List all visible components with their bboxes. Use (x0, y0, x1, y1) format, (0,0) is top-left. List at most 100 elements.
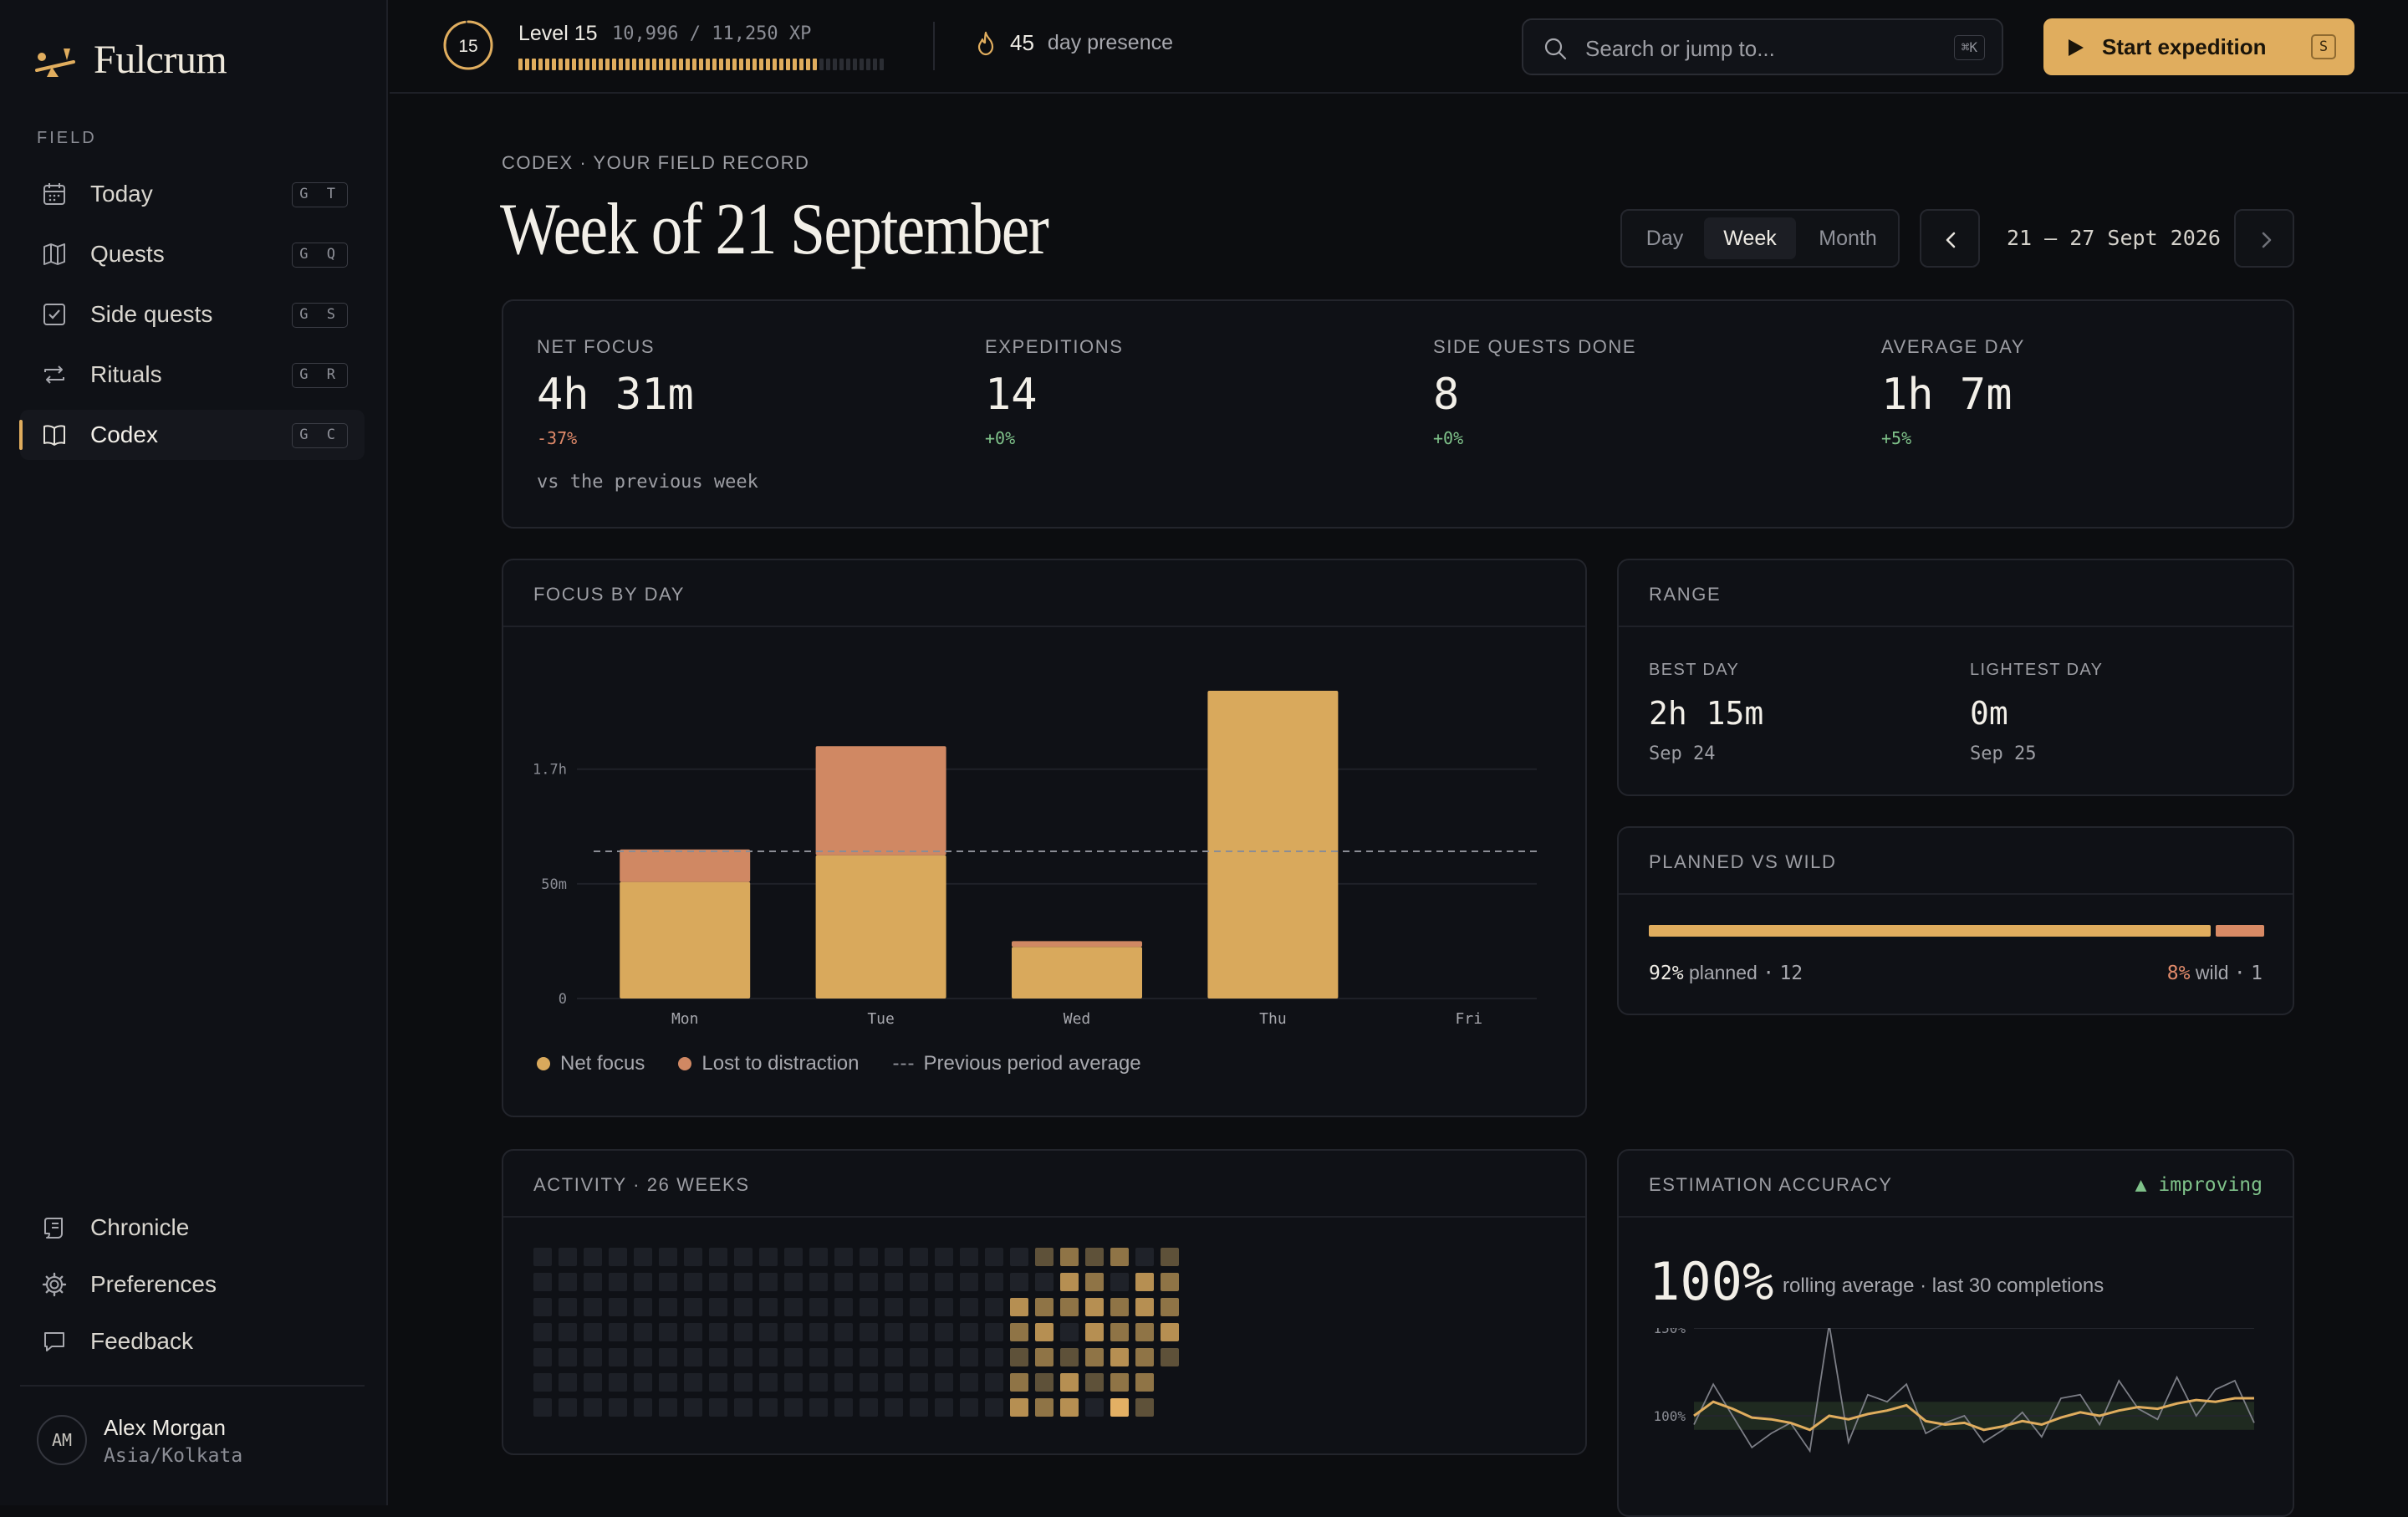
heatmap-cell (935, 1373, 953, 1392)
xp-segment (706, 59, 710, 70)
sidebar-item-feedback[interactable]: Feedback (20, 1318, 365, 1365)
xp-segment (806, 59, 810, 70)
sidebar-item-preferences[interactable]: Preferences (20, 1261, 365, 1308)
calendar-icon (43, 183, 65, 205)
heatmap-cell (584, 1398, 602, 1417)
sidebar-item-label: Codex (90, 421, 158, 447)
heatmap-cell (1161, 1323, 1179, 1341)
heatmap-cell (860, 1323, 878, 1341)
sidebar-item-chronicle[interactable]: Chronicle (20, 1204, 365, 1251)
xp-segment (666, 59, 670, 70)
xp-segment (786, 59, 790, 70)
sidebar-item-today[interactable]: Today G T (20, 169, 365, 219)
previous-period-button[interactable] (1920, 209, 1980, 268)
heatmap-cell (533, 1273, 552, 1291)
xp-segment (559, 59, 563, 70)
heatmap-cell (1110, 1398, 1129, 1417)
heatmap-cell (809, 1248, 828, 1266)
best-day-value: 2h 15m (1649, 695, 1764, 732)
heatmap-cell (559, 1373, 577, 1392)
xp-segment (565, 59, 569, 70)
flame-icon (977, 31, 994, 55)
heatmap-cell (709, 1248, 727, 1266)
xp-segment (619, 59, 623, 70)
heatmap-cell (935, 1398, 953, 1417)
xp-segment (799, 59, 804, 70)
start-expedition-button[interactable]: Start expedition S (2043, 18, 2354, 75)
user-name: Alex Morgan (104, 1415, 226, 1440)
heatmap-cell (734, 1373, 752, 1392)
heatmap-cell (734, 1248, 752, 1266)
heatmap-cell (860, 1248, 878, 1266)
heatmap-cell (709, 1298, 727, 1316)
start-expedition-label: Start expedition (2102, 34, 2267, 59)
xp-segment (672, 59, 676, 70)
x-tick-label: Tue (867, 1010, 895, 1028)
heatmap-cell (1010, 1273, 1028, 1291)
period-switcher: Day Week Month (1620, 209, 1900, 268)
search-input[interactable]: Search or jump to... ⌘K (1522, 18, 2003, 75)
streak-count: 45 (1010, 30, 1034, 55)
bar-net-focus (1012, 947, 1142, 999)
heatmap-cell (1035, 1248, 1054, 1266)
heatmap-cell (584, 1373, 602, 1392)
heatmap-cell (684, 1273, 702, 1291)
lightest-day: LIGHTEST DAY 0m Sep 25 (1970, 661, 2103, 764)
heatmap-cell (935, 1298, 953, 1316)
stat-value: 8 (1433, 370, 1460, 420)
accuracy-line-chart: 150% 100% (1653, 1328, 2255, 1453)
heatmap-cell (584, 1298, 602, 1316)
xp-segment (612, 59, 616, 70)
card-header: RANGE (1619, 560, 2293, 627)
map-icon (43, 243, 65, 265)
heatmap-cell (609, 1348, 627, 1366)
sidebar-item-codex[interactable]: Codex G C (19, 410, 365, 460)
heatmap-cell (584, 1348, 602, 1366)
stat-expeditions: EXPEDITIONS 14 +0% (985, 336, 1124, 448)
search-placeholder: Search or jump to... (1585, 36, 1775, 61)
repeat-icon (44, 365, 64, 384)
y-tick-label: 100% (1653, 1408, 1686, 1424)
heatmap-cell (784, 1323, 803, 1341)
best-day-date: Sep 24 (1649, 743, 1716, 764)
legend-net-focus: Net focus (537, 1052, 645, 1075)
heatmap-cell (860, 1273, 878, 1291)
period-option-month[interactable]: Month (1819, 227, 1877, 250)
play-icon (2069, 39, 2084, 56)
sidebar-item-label: Rituals (90, 361, 162, 387)
sidebar-item-side-quests[interactable]: Side quests G S (20, 289, 365, 340)
legend-label: Previous period average (923, 1052, 1141, 1075)
brand[interactable]: Fulcrum (33, 37, 227, 83)
sidebar-item-rituals[interactable]: Rituals G R (20, 350, 365, 400)
heatmap-cell (1035, 1323, 1054, 1341)
heatmap-cell (809, 1348, 828, 1366)
heatmap-cell (910, 1323, 928, 1341)
stat-label: SIDE QUESTS DONE (1433, 336, 1637, 357)
shortcut-hint: G T (292, 182, 348, 207)
next-period-button[interactable] (2234, 209, 2294, 268)
stat-value: 4h 31m (537, 370, 694, 420)
heatmap-cell (634, 1248, 652, 1266)
heatmap-cell (935, 1323, 953, 1341)
xp-segment (525, 59, 529, 70)
heatmap-cell (1161, 1348, 1179, 1366)
heatmap-cell (1035, 1348, 1054, 1366)
xp-segment (699, 59, 703, 70)
heatmap-cell (609, 1273, 627, 1291)
period-option-week[interactable]: Week (1704, 217, 1796, 259)
legend-average: --- Previous period average (893, 1052, 1141, 1075)
accuracy-value: 100% (1649, 1251, 1774, 1312)
heatmap-cell (1010, 1248, 1028, 1266)
heatmap-cell (559, 1348, 577, 1366)
xp-segment (599, 59, 603, 70)
focus-bar-chart: 0 50m 1.7h Mon Tue Wed Thu Fri (533, 691, 1537, 1028)
heatmap-cell (834, 1273, 853, 1291)
streak-label: day presence (1047, 31, 1174, 54)
heatmap-cell (1060, 1398, 1079, 1417)
stat-label: AVERAGE DAY (1881, 336, 2026, 357)
period-option-day[interactable]: Day (1645, 227, 1684, 250)
xp-segment (579, 59, 583, 70)
level-ring[interactable]: 15 (441, 18, 495, 72)
heatmap-cell (985, 1248, 1003, 1266)
sidebar-item-quests[interactable]: Quests G Q (20, 229, 365, 279)
